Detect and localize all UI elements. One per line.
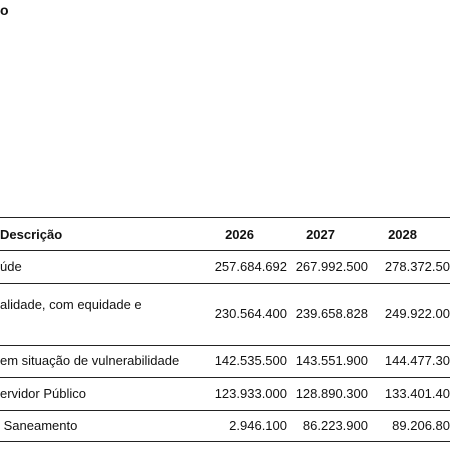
value-cell: 239.658.828 [295, 306, 368, 321]
value-cell: 278.372.50 [384, 259, 450, 274]
value-cell: 86.223.900 [302, 418, 368, 433]
value-cell: 142.535.500 [214, 353, 287, 368]
value-cell: 2.946.100 [229, 418, 287, 433]
value-cell: 143.551.900 [295, 353, 368, 368]
value-cell: 267.992.500 [295, 259, 368, 274]
column-header: 2027 [306, 227, 335, 242]
rule [0, 345, 450, 346]
value-cell: 230.564.400 [214, 306, 287, 321]
rule [0, 441, 450, 442]
description-cell: úde [0, 259, 22, 274]
heading-fragment: o [0, 2, 9, 18]
description-cell: alidade, com equidade e [0, 297, 142, 312]
column-header: 2026 [225, 227, 254, 242]
rule [0, 250, 450, 251]
value-cell: 257.684.692 [214, 259, 287, 274]
value-cell: 133.401.40 [384, 386, 450, 401]
value-cell: 123.933.000 [214, 386, 287, 401]
column-header: Descrição [0, 227, 63, 242]
rule [0, 410, 450, 411]
value-cell: 249.922.00 [384, 306, 450, 321]
rule [0, 217, 450, 218]
description-cell: em situação de vulnerabilidade [0, 353, 180, 368]
rule [0, 377, 450, 378]
rule [0, 283, 450, 284]
value-cell: 89.206.80 [392, 418, 450, 433]
column-header: 2028 [388, 227, 417, 242]
description-cell: Saneamento [0, 418, 78, 433]
value-cell: 144.477.30 [384, 353, 450, 368]
description-cell: ervidor Público [0, 386, 86, 401]
value-cell: 128.890.300 [295, 386, 368, 401]
